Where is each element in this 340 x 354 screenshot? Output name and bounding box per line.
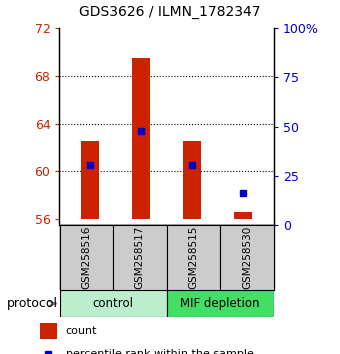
FancyBboxPatch shape — [167, 290, 274, 317]
Bar — [183, 142, 201, 219]
Text: GDS3626 / ILMN_1782347: GDS3626 / ILMN_1782347 — [79, 5, 261, 19]
Text: percentile rank within the sample: percentile rank within the sample — [66, 349, 254, 354]
Text: GSM258515: GSM258515 — [188, 226, 198, 289]
Bar — [40, 323, 57, 339]
Text: count: count — [66, 326, 97, 336]
Text: MIF depletion: MIF depletion — [181, 297, 260, 310]
FancyBboxPatch shape — [113, 225, 167, 290]
FancyBboxPatch shape — [167, 225, 220, 290]
FancyBboxPatch shape — [59, 225, 113, 290]
Text: GSM258530: GSM258530 — [242, 226, 252, 289]
Text: protocol: protocol — [7, 297, 58, 310]
FancyBboxPatch shape — [59, 290, 167, 317]
Text: GSM258517: GSM258517 — [135, 226, 145, 289]
FancyBboxPatch shape — [220, 225, 274, 290]
Text: control: control — [92, 297, 134, 310]
Bar — [132, 58, 150, 219]
Bar — [234, 212, 252, 219]
Text: GSM258516: GSM258516 — [81, 226, 91, 289]
Bar — [81, 142, 99, 219]
